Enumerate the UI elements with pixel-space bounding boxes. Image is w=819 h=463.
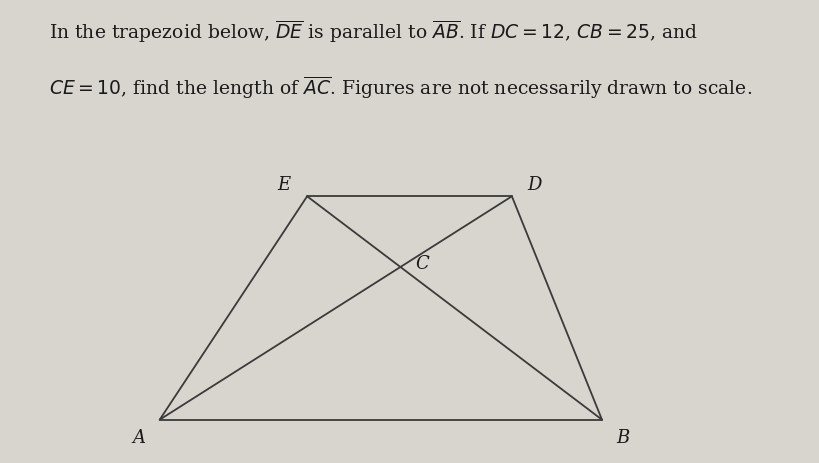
Text: B: B [616, 429, 629, 447]
Text: C: C [415, 255, 429, 273]
Text: D: D [527, 175, 542, 194]
Text: E: E [278, 175, 291, 194]
Text: A: A [133, 429, 146, 447]
Text: In the trapezoid below, $\overline{DE}$ is parallel to $\overline{AB}$. If $DC =: In the trapezoid below, $\overline{DE}$ … [49, 19, 698, 45]
Text: $CE = 10$, find the length of $\overline{AC}$. Figures are not necessarily drawn: $CE = 10$, find the length of $\overline… [49, 74, 753, 101]
